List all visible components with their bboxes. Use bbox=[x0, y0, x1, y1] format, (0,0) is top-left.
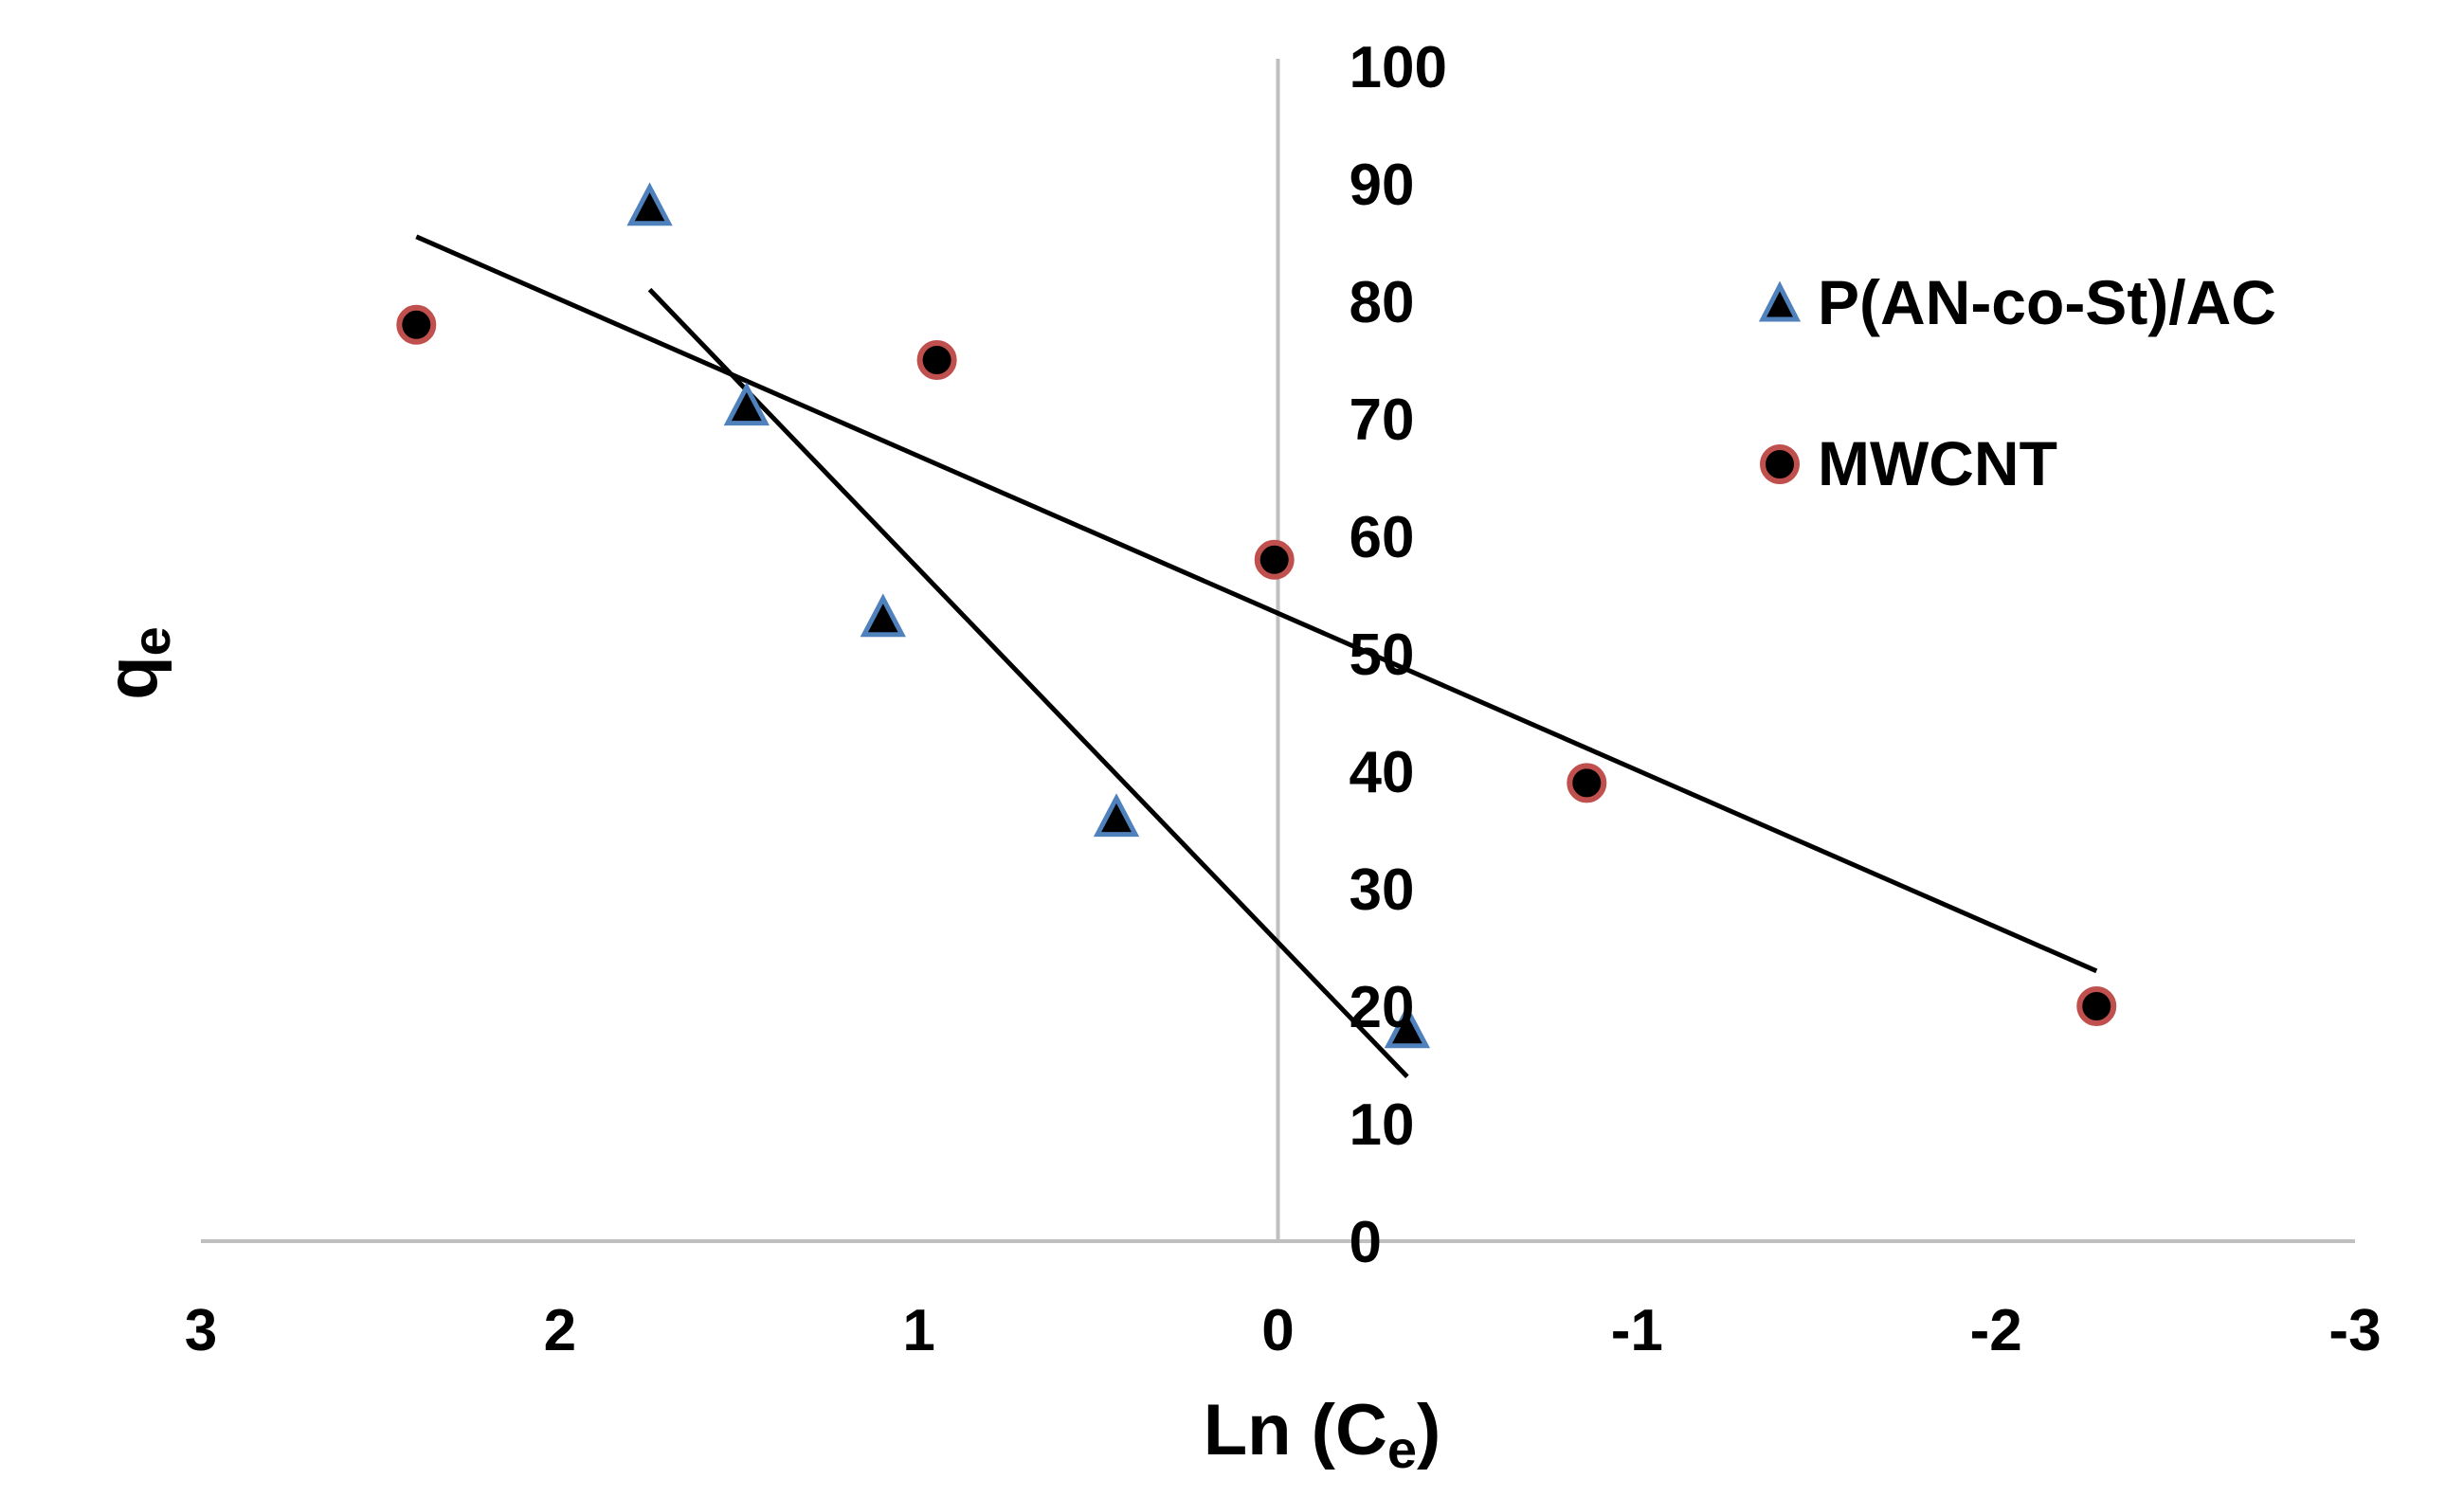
x-axis-title: Ln (Ce) bbox=[1204, 1390, 1441, 1479]
y-axis-title: qe bbox=[92, 626, 181, 700]
x-tick-label: 0 bbox=[1261, 1298, 1294, 1363]
data-point-circle bbox=[1567, 763, 1607, 803]
legend-item-p-an-co-st-ac: P(AN-co-St)/AC bbox=[1758, 267, 2276, 337]
legend-triangle-marker bbox=[1758, 280, 1802, 322]
x-axis-title-subscript: e bbox=[1387, 1419, 1417, 1479]
x-tick-label: 3 bbox=[185, 1298, 217, 1363]
data-point-triangle bbox=[723, 382, 770, 426]
y-axis-title-subscript: e bbox=[121, 626, 181, 656]
x-tick-label: -1 bbox=[1611, 1298, 1663, 1363]
axes bbox=[201, 59, 2355, 1243]
legend-label-p-an-co-st-ac: P(AN-co-St)/AC bbox=[1818, 267, 2276, 337]
data-point-triangle bbox=[860, 593, 906, 638]
y-tick-label: 70 bbox=[1350, 388, 1415, 453]
x-axis-title-main: Ln (C bbox=[1204, 1390, 1387, 1470]
data-point-circle bbox=[396, 304, 437, 345]
legend: P(AN-co-St)/AC MWCNT bbox=[1758, 267, 2276, 498]
trendline-circle bbox=[415, 234, 2098, 974]
y-tick-label: 100 bbox=[1350, 35, 1447, 100]
data-point-circle bbox=[916, 340, 957, 380]
x-tick-label: 2 bbox=[544, 1298, 576, 1363]
x-axis-title-suffix: ) bbox=[1417, 1390, 1440, 1470]
data-point-triangle bbox=[1093, 793, 1140, 838]
data-point-triangle bbox=[626, 182, 673, 226]
y-tick-label: 50 bbox=[1350, 622, 1415, 688]
y-axis-title-main: q bbox=[92, 656, 172, 699]
y-tick-label: 80 bbox=[1350, 270, 1415, 335]
y-tick-label: 10 bbox=[1350, 1092, 1415, 1158]
legend-item-mwcnt: MWCNT bbox=[1760, 428, 2057, 498]
y-tick-label: 20 bbox=[1350, 975, 1415, 1040]
y-tick-label: 30 bbox=[1350, 857, 1415, 923]
data-point-triangle bbox=[1384, 1004, 1431, 1049]
y-tick-label: 60 bbox=[1350, 505, 1415, 570]
x-tick-label: 1 bbox=[902, 1298, 934, 1363]
legend-label-mwcnt: MWCNT bbox=[1818, 428, 2057, 498]
y-tick-label: 0 bbox=[1350, 1210, 1382, 1275]
legend-circle-marker bbox=[1760, 444, 1800, 484]
x-tick-label: -3 bbox=[2328, 1298, 2381, 1363]
data-points bbox=[396, 182, 2117, 1049]
data-point-circle bbox=[2076, 986, 2117, 1026]
data-point-circle bbox=[1254, 539, 1295, 580]
trendlines bbox=[415, 234, 2098, 1079]
x-tick-label: -2 bbox=[1970, 1298, 2022, 1363]
y-tick-label: 40 bbox=[1350, 740, 1415, 805]
y-tick-label: 90 bbox=[1350, 153, 1415, 218]
trendline-triangle bbox=[647, 287, 1409, 1079]
